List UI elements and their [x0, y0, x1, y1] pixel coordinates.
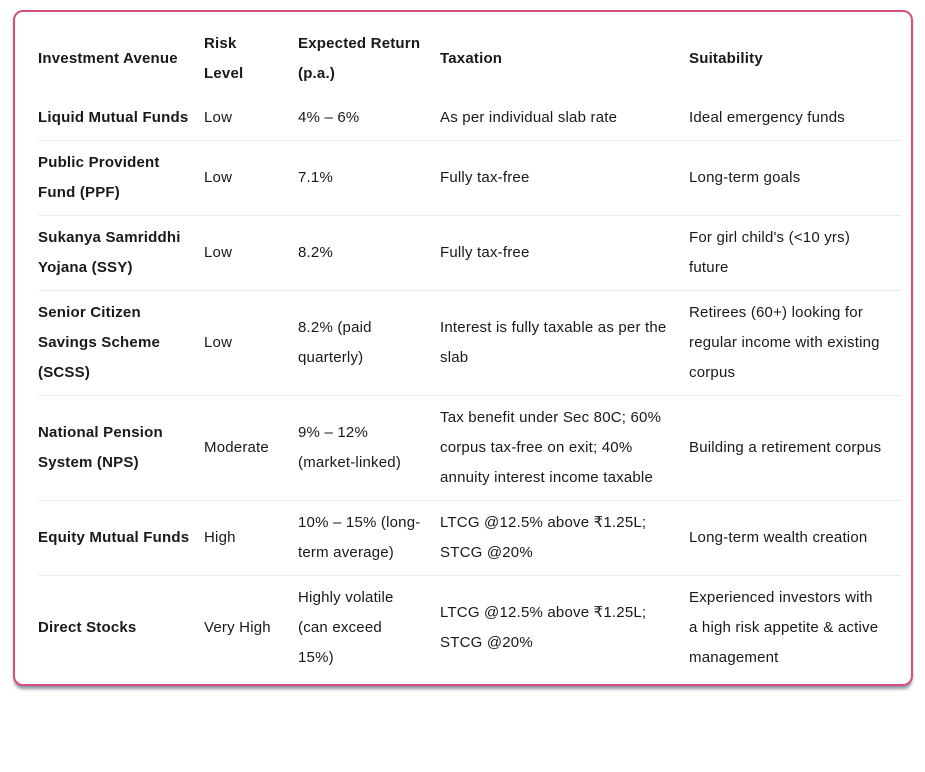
risk-cell: High [204, 529, 236, 546]
column-header-taxation: Taxation [440, 50, 503, 67]
risk-cell: Low [204, 244, 233, 261]
suitability-cell: Building a retirement corpus [689, 439, 882, 456]
return-cell: 7.1% [298, 169, 333, 186]
suitability-cell: Ideal emergency funds [689, 109, 845, 126]
risk-cell: Moderate [204, 439, 269, 456]
suitability-cell: Retirees (60+) looking for regular incom… [689, 304, 880, 381]
column-header-investment-avenue: Investment Avenue [38, 50, 178, 67]
taxation-cell: Fully tax-free [440, 244, 530, 261]
avenue-cell: National Pension System (NPS) [38, 424, 163, 471]
return-cell: 8.2% [298, 244, 333, 261]
avenue-cell: Direct Stocks [38, 619, 137, 636]
suitability-cell: For girl child's (<10 yrs) future [689, 229, 851, 276]
taxation-cell: Tax benefit under Sec 80C; 60% corpus ta… [440, 409, 662, 486]
table-row-equity-mutual-funds: Equity Mutual Funds High 10% – 15% (long… [38, 501, 901, 576]
investment-table-card: Investment Avenue Risk Level Expected Re… [13, 10, 913, 686]
taxation-cell: Fully tax-free [440, 169, 530, 186]
taxation-cell: Interest is fully taxable as per the sla… [440, 319, 667, 366]
taxation-cell: LTCG @12.5% above ₹1.25L; STCG @20% [440, 514, 647, 561]
risk-cell: Low [204, 334, 233, 351]
risk-cell: Low [204, 169, 233, 186]
table-row-direct-stocks: Direct Stocks Very High Highly volatile … [38, 576, 901, 680]
avenue-cell: Senior Citizen Savings Scheme (SCSS) [38, 304, 161, 381]
taxation-cell: As per individual slab rate [440, 109, 618, 126]
risk-cell: Very High [204, 619, 271, 636]
table-row-nps: National Pension System (NPS) Moderate 9… [38, 396, 901, 501]
table-row-ppf: Public Provident Fund (PPF) Low 7.1% Ful… [38, 141, 901, 216]
table-row-scss: Senior Citizen Savings Scheme (SCSS) Low… [38, 291, 901, 396]
return-cell: 9% – 12% (market-linked) [298, 424, 402, 471]
return-cell: 8.2% (paid quarterly) [298, 319, 372, 366]
avenue-cell: Sukanya Samriddhi Yojana (SSY) [38, 229, 181, 276]
suitability-cell: Long-term goals [689, 169, 801, 186]
return-cell: Highly volatile (can exceed 15%) [298, 589, 394, 666]
suitability-cell: Experienced investors with a high risk a… [689, 589, 879, 666]
avenue-cell: Equity Mutual Funds [38, 529, 190, 546]
avenue-cell: Liquid Mutual Funds [38, 109, 189, 126]
risk-cell: Low [204, 109, 233, 126]
table-row-liquid-mutual-funds: Liquid Mutual Funds Low 4% – 6% As per i… [38, 96, 901, 141]
avenue-cell: Public Provident Fund (PPF) [38, 154, 160, 201]
return-cell: 4% – 6% [298, 109, 360, 126]
column-header-expected-return: Expected Return (p.a.) [298, 35, 421, 82]
column-header-risk-level: Risk Level [204, 35, 244, 82]
column-header-suitability: Suitability [689, 50, 763, 67]
page: Investment Avenue Risk Level Expected Re… [13, 10, 913, 686]
table-row-ssy: Sukanya Samriddhi Yojana (SSY) Low 8.2% … [38, 216, 901, 291]
suitability-cell: Long-term wealth creation [689, 529, 868, 546]
taxation-cell: LTCG @12.5% above ₹1.25L; STCG @20% [440, 604, 647, 651]
table-header-row: Investment Avenue Risk Level Expected Re… [38, 22, 901, 96]
return-cell: 10% – 15% (long-term average) [298, 514, 421, 561]
